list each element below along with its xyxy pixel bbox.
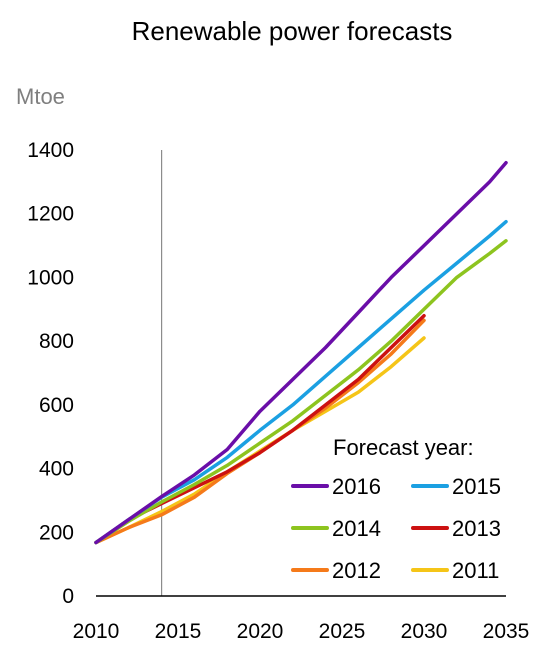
legend-label-2011: 2011 (452, 558, 499, 583)
series-line-2015 (94, 219, 508, 545)
legend-items: 2016 2015 2014 2013 2012 2011 (291, 474, 501, 583)
legend-label-2014: 2014 (332, 516, 381, 541)
x-tick-label: 2010 (73, 620, 120, 643)
legend-label-2016: 2016 (332, 474, 381, 499)
x-tick-label: 2015 (155, 620, 202, 643)
series-line-2016 (94, 160, 508, 545)
y-axis-unit-label: Mtoe (16, 84, 65, 109)
legend-label-2012: 2012 (332, 558, 381, 583)
y-axis-ticks: 0 200 400 600 800 1000 1200 1400 (27, 139, 74, 608)
legend-title: Forecast year: (333, 435, 474, 460)
y-tick-label: 0 (62, 585, 74, 608)
x-tick-label: 2025 (319, 620, 366, 643)
x-tick-label: 2035 (483, 620, 530, 643)
chart-title: Renewable power forecasts (132, 16, 453, 46)
series-lines (94, 160, 508, 545)
legend-label-2015: 2015 (452, 474, 501, 499)
legend-label-2013: 2013 (452, 516, 501, 541)
y-tick-label: 400 (39, 458, 74, 481)
y-tick-label: 800 (39, 330, 74, 353)
legend: Forecast year: 2016 2015 2014 2013 2012 2011 (291, 435, 501, 583)
x-tick-label: 2030 (401, 620, 448, 643)
y-tick-label: 200 (39, 521, 74, 544)
y-tick-label: 1200 (27, 203, 74, 226)
y-tick-label: 1000 (27, 266, 74, 289)
x-axis-ticks: 2010 2015 2020 2025 2030 2035 (73, 620, 530, 643)
y-tick-label: 600 (39, 394, 74, 417)
y-tick-label: 1400 (27, 139, 74, 162)
series-line-2014 (94, 239, 508, 545)
x-tick-label: 2020 (237, 620, 284, 643)
